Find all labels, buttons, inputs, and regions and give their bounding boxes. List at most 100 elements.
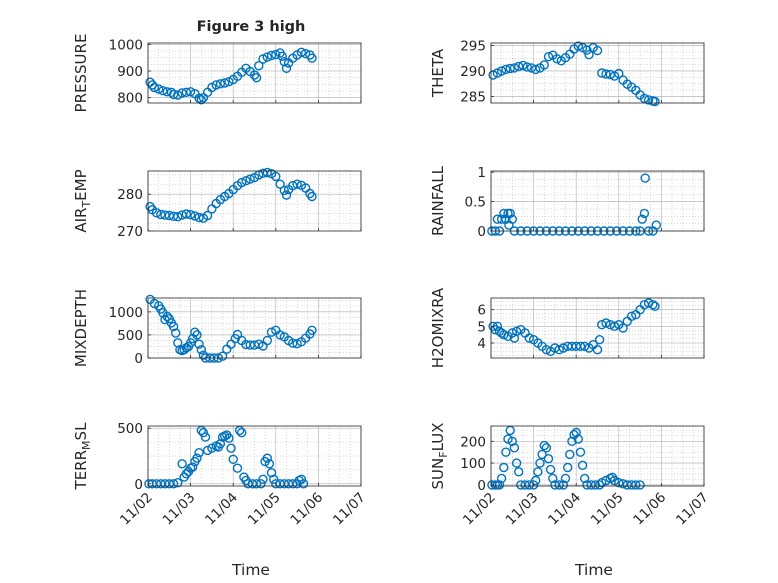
data-point <box>307 325 317 335</box>
data-point <box>509 333 520 343</box>
data-point <box>554 345 564 355</box>
y-axis-label: THETA <box>429 48 447 98</box>
data-point <box>170 328 181 338</box>
data-point <box>192 453 202 463</box>
data-point <box>528 480 539 490</box>
y-tick-label: 285 <box>460 89 486 105</box>
x-tick-label: 11/06 <box>287 490 326 529</box>
data-series <box>145 167 317 223</box>
data-point <box>639 93 650 104</box>
subplot-pressure: 800 900 1000 PRESSURE <box>72 34 362 113</box>
y-axis-label: H2OMIXRA <box>429 287 447 368</box>
data-point <box>288 338 298 348</box>
data-point <box>258 54 268 64</box>
data-point <box>626 311 637 321</box>
data-point <box>232 463 243 473</box>
data-point <box>281 63 292 74</box>
data-point <box>496 66 507 76</box>
y-tick-label: 270 <box>117 224 143 240</box>
data-point <box>219 78 230 88</box>
data-point <box>635 480 645 490</box>
data-point <box>153 84 164 94</box>
data-point <box>650 301 660 311</box>
data-point <box>501 447 511 457</box>
data-point <box>501 64 511 75</box>
data-point <box>592 345 603 355</box>
data-point <box>650 96 660 107</box>
data-point <box>279 185 289 196</box>
data-point <box>507 328 517 338</box>
data-point <box>168 321 179 332</box>
data-point <box>269 474 279 484</box>
data-point <box>200 432 211 442</box>
y-tick-label: 0 <box>477 478 486 494</box>
data-point <box>643 95 654 105</box>
y-axis-label: PRESSURE <box>72 34 90 113</box>
data-point <box>590 480 601 490</box>
y-tick-label: 290 <box>460 64 486 80</box>
data-point <box>496 473 507 484</box>
data-point <box>271 49 281 60</box>
data-point <box>185 209 196 220</box>
y-tick-label: 0.5 <box>465 195 486 211</box>
axes-box <box>490 170 705 232</box>
x-tick-label: 11/03 <box>503 490 542 529</box>
data-point <box>266 468 277 478</box>
data-point <box>522 62 532 72</box>
x-tick-label: 11/07 <box>673 490 712 529</box>
data-point <box>298 479 309 489</box>
data-point <box>211 80 221 90</box>
data-point <box>300 49 311 59</box>
data-point <box>264 459 275 469</box>
x-tick-label: 11/02 <box>117 490 156 529</box>
axes-box <box>490 425 705 487</box>
y-tick-label: 295 <box>460 39 486 55</box>
data-point <box>496 214 507 224</box>
y-tick-label: 100 <box>460 456 486 472</box>
figure-title: Figure 3 high <box>197 19 306 35</box>
data-point <box>256 479 266 489</box>
data-point <box>168 89 179 100</box>
data-point <box>149 82 160 93</box>
data-point <box>262 52 272 62</box>
data-point <box>173 211 183 222</box>
data-point <box>507 214 517 224</box>
y-tick-label: 500 <box>117 328 143 344</box>
data-point <box>499 330 509 340</box>
data-point <box>554 480 564 490</box>
data-point <box>168 479 179 489</box>
data-point <box>648 300 658 310</box>
data-point <box>177 459 187 469</box>
grid-lines <box>490 298 705 358</box>
data-point <box>228 454 238 464</box>
data-point <box>577 460 588 470</box>
data-point <box>509 443 520 453</box>
data-point <box>509 63 520 73</box>
y-axis-label: SUNFLUX <box>429 423 450 490</box>
x-axis-label-left: Time <box>231 561 270 579</box>
data-point <box>271 171 281 182</box>
data-point <box>254 339 264 349</box>
y-tick-label: 6 <box>477 303 486 319</box>
y-tick-label: 4 <box>477 336 486 352</box>
y-tick-label: 0 <box>134 477 143 493</box>
y-axis-label: RAINFALL <box>429 165 447 236</box>
x-tick-label: 11/02 <box>460 490 499 529</box>
data-point <box>580 473 590 484</box>
axes-box <box>490 42 705 104</box>
data-point <box>190 211 200 221</box>
y-axis-label: MIXDEPTH <box>72 289 90 367</box>
data-series <box>144 425 309 489</box>
data-point <box>194 448 204 458</box>
grid-lines <box>490 171 705 232</box>
data-point <box>548 473 558 484</box>
data-point <box>181 87 192 98</box>
data-point <box>198 428 209 438</box>
data-point <box>215 439 226 449</box>
data-point <box>236 177 247 188</box>
data-point <box>594 335 605 345</box>
data-point <box>251 479 262 489</box>
data-point <box>640 173 650 183</box>
data-point <box>277 51 287 61</box>
data-point <box>215 79 226 89</box>
